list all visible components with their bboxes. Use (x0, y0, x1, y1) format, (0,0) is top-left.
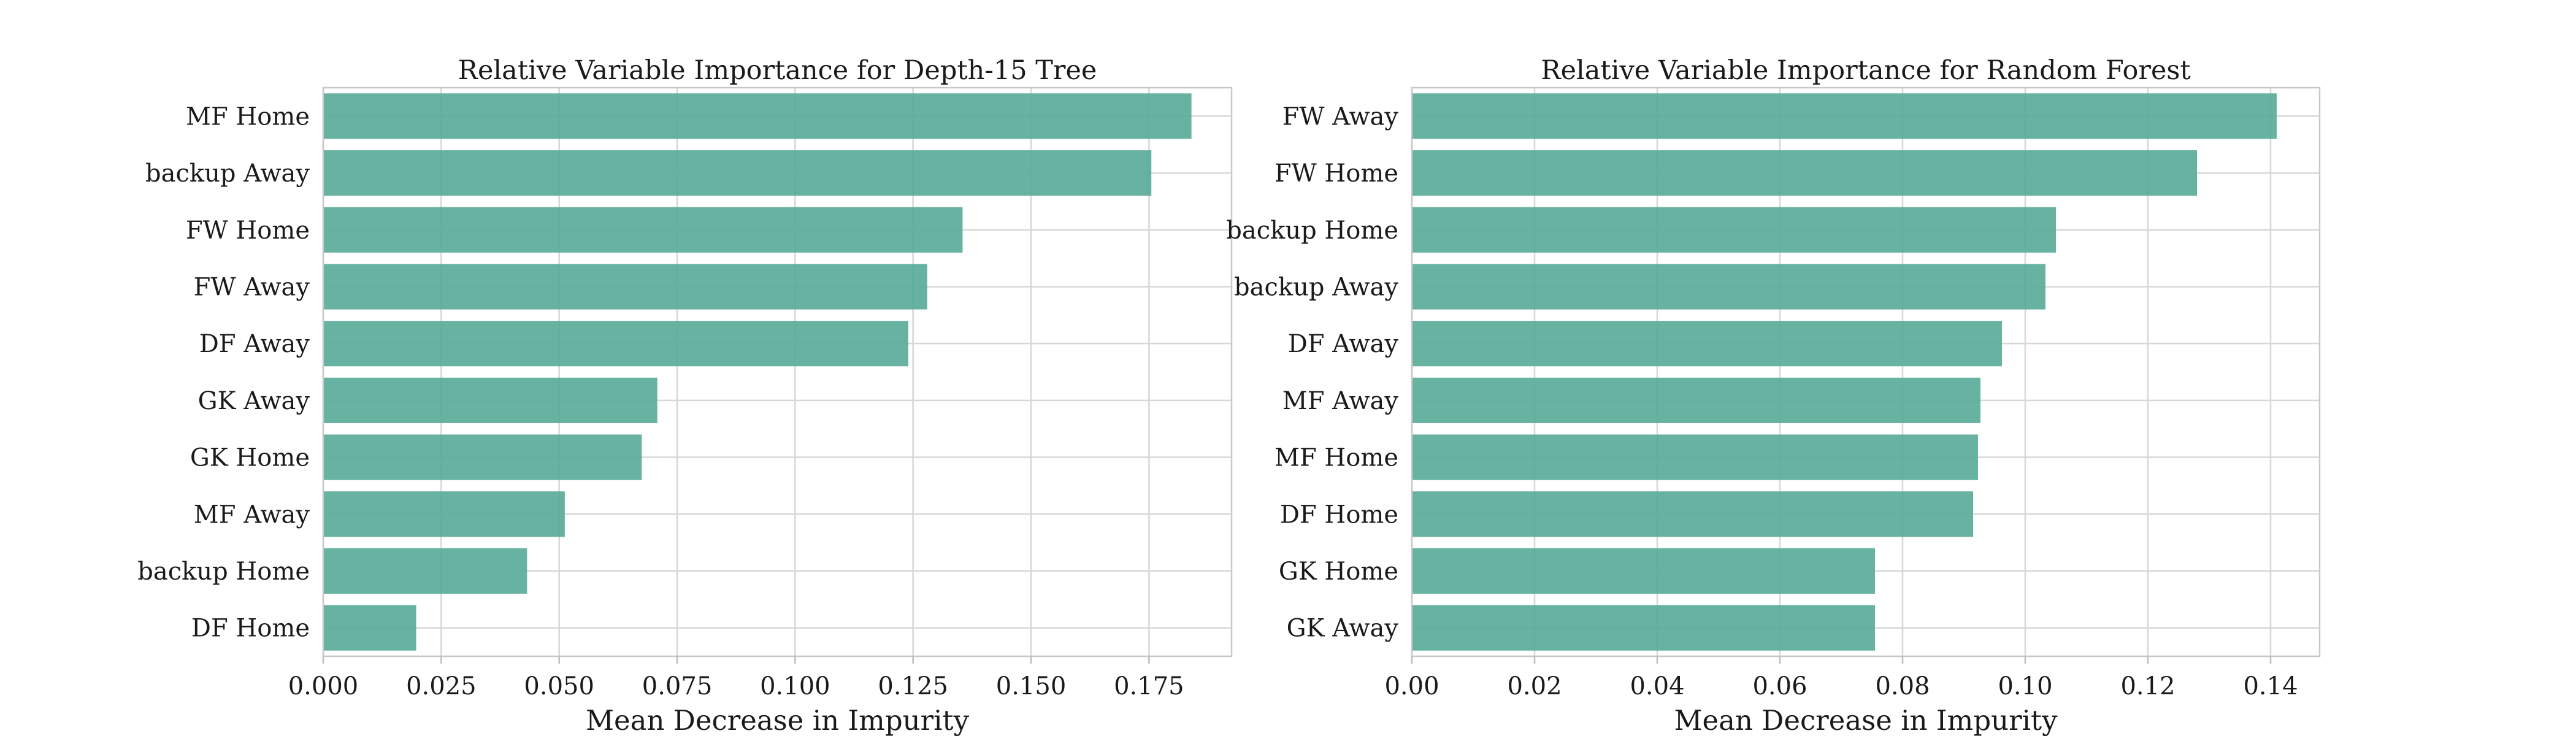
bar (323, 150, 1152, 196)
x-axis-label: Mean Decrease in Impurity (586, 704, 970, 736)
bar (323, 264, 927, 310)
x-tick-label: 0.050 (524, 672, 594, 700)
bar (323, 548, 527, 594)
x-tick-label: 0.025 (406, 672, 477, 700)
y-tick-label: FW Home (1275, 159, 1398, 188)
y-tick-label: DF Home (1280, 500, 1398, 529)
y-tick-label: FW Away (1282, 102, 1399, 131)
bar (323, 434, 642, 480)
x-tick-label: 0.00 (1384, 672, 1439, 700)
plot-frame (1411, 86, 2321, 657)
x-tick-label: 0.08 (1875, 672, 1930, 700)
bar (1412, 321, 2002, 367)
bar (323, 491, 565, 537)
x-tick-label: 0.150 (996, 672, 1067, 700)
x-tick-label: 0.06 (1752, 672, 1807, 700)
x-tick-label: 0.075 (642, 672, 713, 700)
y-tick-label: MF Home (1275, 444, 1398, 472)
chart-panel-2: FW Away FW Home backup Home backup Away DF A… (1226, 55, 2321, 736)
y-tick-label: DF Home (191, 615, 310, 643)
bar (1412, 207, 2056, 253)
x-tick-label: 0.10 (1998, 672, 2052, 700)
x-tick-label: 0.02 (1507, 672, 1562, 700)
plot-frame (322, 86, 1233, 657)
y-tick-label: backup Home (1226, 217, 1398, 245)
y-tick-label: backup Away (1234, 273, 1398, 301)
x-tick-label: 0.04 (1630, 672, 1684, 700)
y-tick-label: GK Away (198, 387, 310, 415)
bar (323, 321, 908, 367)
y-tick-label: backup Away (145, 159, 310, 188)
x-tick-label: 0.100 (760, 672, 830, 700)
bar (1412, 548, 1875, 594)
bar (1412, 491, 1973, 537)
chart-title: Relative Variable Importance for Depth-1… (458, 55, 1097, 86)
y-tick-label: GK Home (190, 444, 310, 472)
chart-title: Relative Variable Importance for Random … (1541, 55, 2191, 86)
x-tick-label: 0.175 (1114, 672, 1184, 700)
y-tick-label: GK Home (1279, 558, 1398, 586)
bar (1412, 93, 2277, 139)
x-tick-label: 0.14 (2243, 672, 2298, 700)
bar (323, 207, 963, 253)
bar (1412, 264, 2045, 310)
x-axis-label: Mean Decrease in Impurity (1674, 704, 2058, 736)
bar (1412, 434, 1978, 480)
bar (323, 605, 416, 651)
y-tick-label: DF Away (1288, 330, 1399, 358)
bar (1412, 605, 1875, 651)
bar (1412, 150, 2197, 196)
bar (1412, 377, 1980, 423)
x-tick-label: 0.12 (2120, 672, 2175, 700)
y-tick-label: backup Home (137, 558, 310, 586)
y-tick-label: DF Away (199, 330, 310, 358)
y-tick-label: MF Away (1282, 387, 1399, 415)
x-tick-label: 0.125 (878, 672, 948, 700)
y-tick-label: FW Away (194, 273, 310, 301)
chart-panel-1: MF Home backup Away FW Home FW Away DF Away G… (137, 55, 1233, 736)
y-tick-label: MF Home (186, 102, 310, 131)
y-tick-label: MF Away (194, 500, 310, 529)
bar (323, 377, 657, 423)
bar (323, 93, 1192, 139)
x-tick-label: 0.000 (288, 672, 359, 700)
y-tick-label: FW Home (186, 217, 310, 245)
y-tick-label: GK Away (1287, 615, 1399, 643)
